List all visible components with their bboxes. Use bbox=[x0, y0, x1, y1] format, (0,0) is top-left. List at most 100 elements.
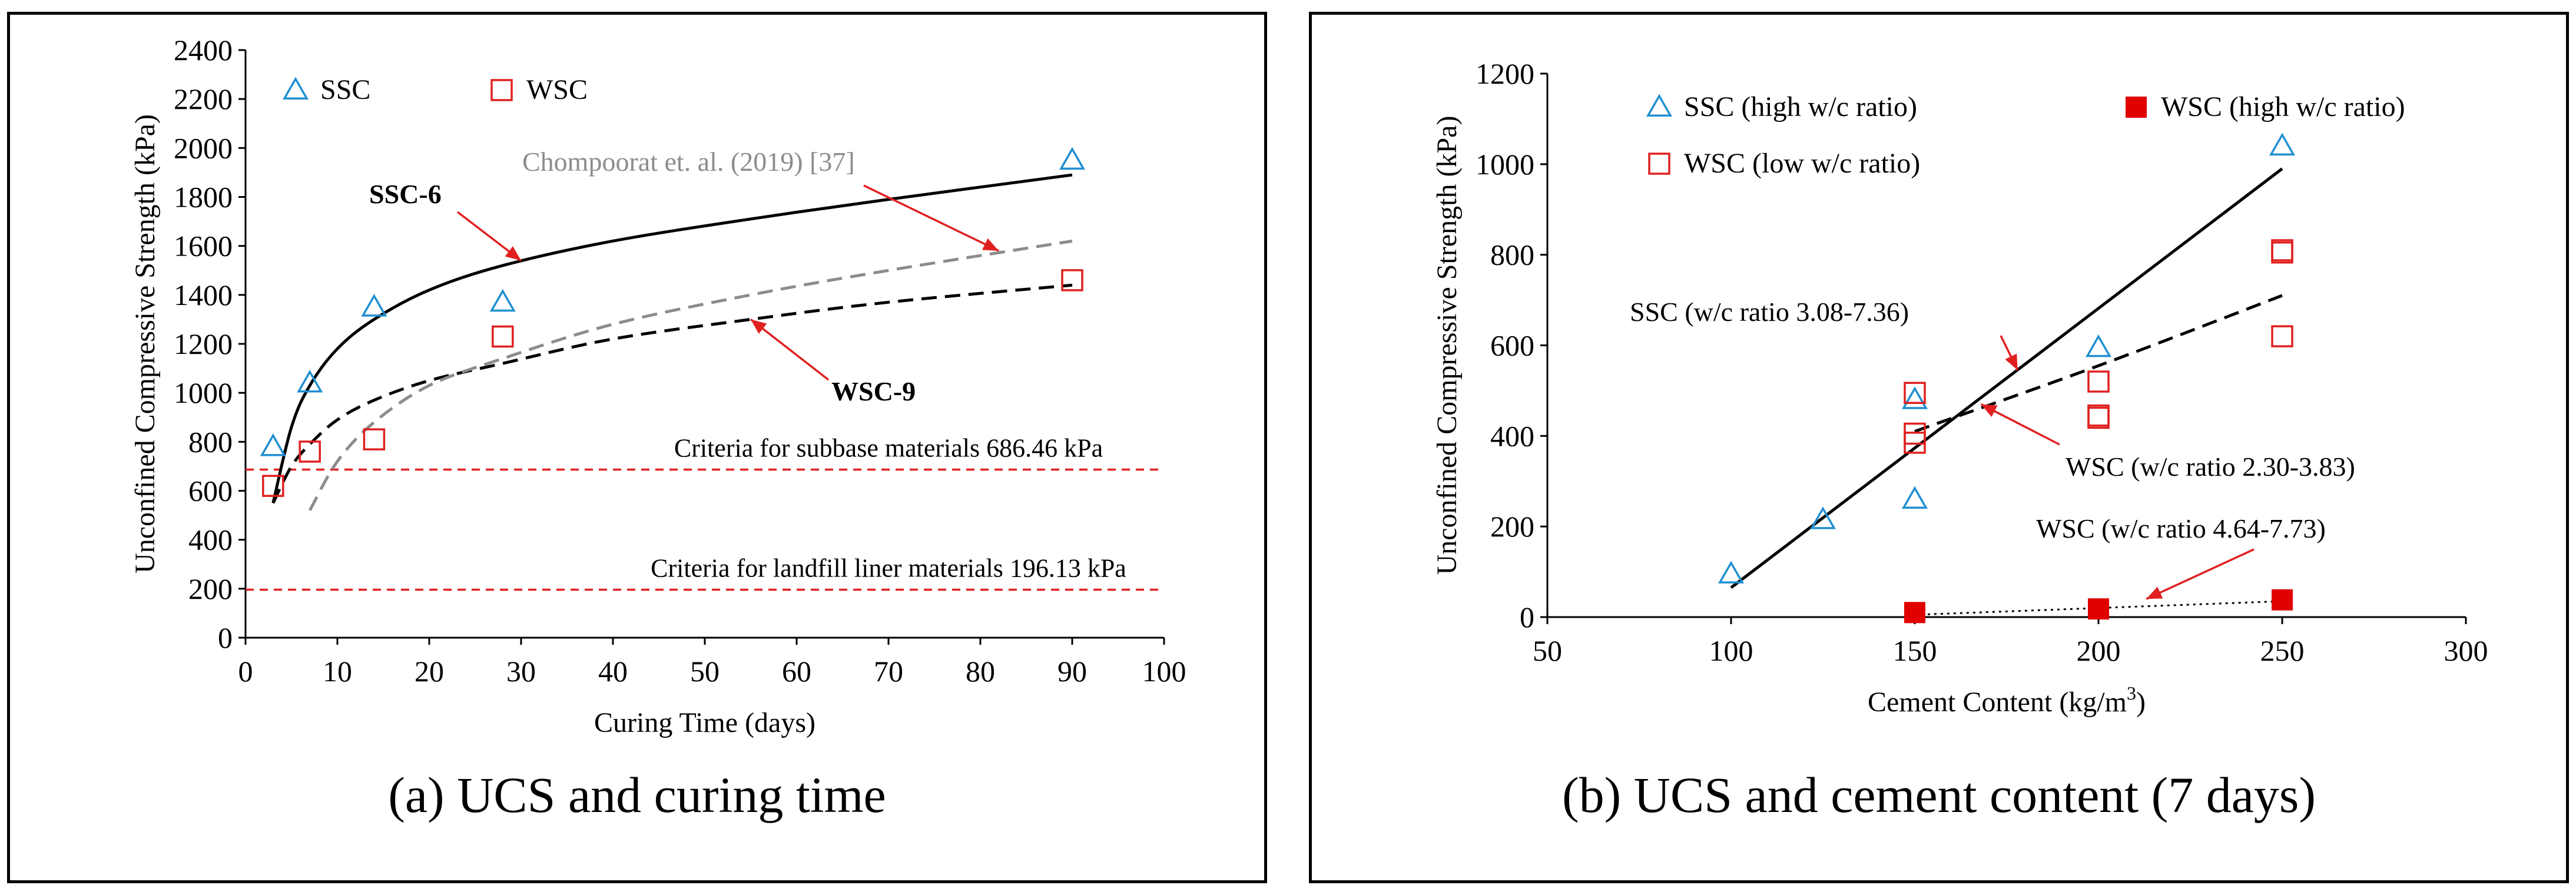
x-tick-label: 50 bbox=[1533, 634, 1562, 667]
x-tick-label: 40 bbox=[598, 655, 628, 688]
y-tick-label: 1000 bbox=[1476, 148, 1534, 181]
data-point bbox=[299, 440, 321, 463]
x-tick-label: 70 bbox=[874, 655, 903, 688]
annotation-arrow-head bbox=[1981, 404, 1998, 417]
x-tick-label: 10 bbox=[323, 655, 352, 688]
annotation-arrow bbox=[750, 319, 830, 381]
x-tick-label: 250 bbox=[2260, 634, 2305, 667]
legend-label: WSC (low w/c ratio) bbox=[1684, 148, 1920, 179]
legend-marker bbox=[490, 79, 513, 101]
data-point bbox=[1809, 506, 1836, 529]
x-tick-label: 100 bbox=[1709, 634, 1753, 667]
y-tick-label: 1000 bbox=[174, 376, 233, 409]
annotation-arrow-head bbox=[2146, 586, 2163, 599]
y-tick-label: 1600 bbox=[174, 230, 233, 263]
y-tick-label: 2400 bbox=[174, 34, 233, 67]
annotation-arrow bbox=[2146, 548, 2255, 600]
fit-curve-ssc-fit bbox=[1730, 167, 2283, 589]
series-ssc bbox=[260, 147, 1086, 456]
data-point bbox=[2269, 132, 2296, 156]
series-wsc-high-w-c-ratio- bbox=[1904, 589, 2293, 624]
x-tick-label: 50 bbox=[690, 655, 720, 688]
chart-ucs-curing-time: 0200400600800100012001400160018002000220… bbox=[130, 34, 1186, 738]
chart-ucs-cement-content: 0 200 400 600 800 1000 1200 50 100 150 200 250 300 Un… bbox=[1431, 57, 2488, 718]
data-point bbox=[2087, 406, 2110, 429]
legend-marker bbox=[1646, 94, 1673, 117]
y-tick-label: 600 bbox=[1490, 329, 1534, 362]
fit-curve-ssc-6 bbox=[271, 173, 1073, 503]
data-point bbox=[260, 433, 286, 456]
data-point bbox=[2088, 598, 2109, 620]
series-ssc-high-w-c-ratio- bbox=[1718, 132, 2296, 584]
x-tick-label: 80 bbox=[966, 655, 995, 688]
x-tick-label: 150 bbox=[1893, 634, 1937, 667]
annotation-arrow-head bbox=[2005, 353, 2018, 370]
legend-marker bbox=[282, 77, 309, 100]
y-tick-label: 0 bbox=[218, 621, 233, 654]
legend-marker bbox=[1648, 153, 1670, 175]
annotation-arrow-head bbox=[751, 319, 767, 334]
fit-curve-wsc-low-fit bbox=[1914, 294, 2283, 433]
y-tick-label: 600 bbox=[188, 475, 233, 508]
legend-label: SSC bbox=[320, 74, 370, 105]
annotation-label: WSC (w/c ratio 4.64-7.73) bbox=[2036, 513, 2326, 543]
threshold-label: Criteria for subbase materials 686.46 kP… bbox=[674, 434, 1103, 463]
caption-b: (b) UCS and cement content (7 days) bbox=[1561, 767, 2316, 823]
data-point bbox=[297, 370, 323, 393]
annotation-label: SSC (w/c ratio 3.08-7.36) bbox=[1630, 297, 1909, 327]
annotation-label: WSC (w/c ratio 2.30-3.83) bbox=[2066, 452, 2355, 482]
y-axis-label: Unconfined Compressive Strength (kPa) bbox=[130, 114, 161, 574]
y-tick-label: 1800 bbox=[174, 181, 233, 214]
data-point bbox=[363, 428, 386, 450]
y-tick-label: 200 bbox=[1490, 510, 1534, 543]
y-tick-label: 200 bbox=[188, 572, 233, 605]
legend-marker bbox=[2126, 97, 2147, 118]
data-point bbox=[2271, 241, 2293, 264]
data-point bbox=[2272, 589, 2293, 611]
data-point bbox=[1904, 382, 1926, 405]
y-tick-label: 800 bbox=[1490, 238, 1534, 271]
fit-curve-wsc-9 bbox=[271, 283, 1073, 504]
y-tick-label: 1200 bbox=[1476, 57, 1534, 90]
annotation-label: SSC-6 bbox=[369, 179, 442, 209]
data-point bbox=[262, 475, 284, 497]
data-point bbox=[2085, 334, 2112, 357]
x-axis-label: Cement Content (kg/m3) bbox=[1868, 682, 2146, 718]
y-tick-label: 1200 bbox=[174, 327, 233, 360]
caption-a: (a) UCS and curing time bbox=[388, 767, 886, 823]
annotation-arrow-head bbox=[505, 246, 521, 261]
panel-ucs-curing-time: 0 200 400 600 800 1000 1200 1400 1600 1800 2000 220… bbox=[7, 12, 1267, 883]
x-tick-label: 300 bbox=[2444, 634, 2488, 667]
y-tick-label: 400 bbox=[1490, 419, 1534, 452]
data-point bbox=[1061, 269, 1083, 291]
x-tick-label: 20 bbox=[415, 655, 444, 688]
y-axis-label: Unconfined Compressive Strength (kPa) bbox=[1431, 116, 1463, 575]
data-point bbox=[1904, 432, 1926, 454]
y-tick-label: 800 bbox=[188, 425, 233, 458]
x-tick-label: 60 bbox=[782, 655, 811, 688]
data-point bbox=[1904, 602, 1925, 624]
x-axis-label-end: ) bbox=[2136, 687, 2146, 718]
y-tick-label: 2000 bbox=[174, 131, 233, 164]
data-point bbox=[361, 294, 387, 317]
legend-label: WSC (high w/c ratio) bbox=[2161, 91, 2405, 122]
panel-ucs-cement-content: 0 200 400 600 800 1000 1200 50 100 150 200 250 300 Un… bbox=[1309, 12, 2569, 883]
y-tick-label: 400 bbox=[188, 523, 233, 556]
data-point bbox=[2271, 325, 2293, 347]
annotation-arrow-head bbox=[982, 238, 999, 251]
data-point bbox=[1059, 147, 1086, 170]
legend-label: SSC (high w/c ratio) bbox=[1684, 91, 1917, 122]
data-point bbox=[1901, 486, 1928, 509]
x-axis-label-sup: 3 bbox=[2127, 682, 2136, 704]
x-axis-label-text: Cement Content (kg/m bbox=[1868, 687, 2127, 718]
x-tick-label: 30 bbox=[506, 655, 536, 688]
data-point bbox=[1718, 561, 1745, 584]
data-point bbox=[2087, 370, 2110, 393]
y-tick-label: 2200 bbox=[174, 82, 233, 115]
annotation-arrow bbox=[863, 184, 999, 252]
x-tick-label: 100 bbox=[1142, 655, 1186, 688]
annotation-label: Chompoorat et. al. (2019) [37] bbox=[522, 147, 855, 177]
y-tick-label: 0 bbox=[1520, 601, 1534, 634]
threshold-label: Criteria for landfill liner materials 19… bbox=[651, 553, 1126, 582]
data-point bbox=[1901, 386, 1928, 409]
